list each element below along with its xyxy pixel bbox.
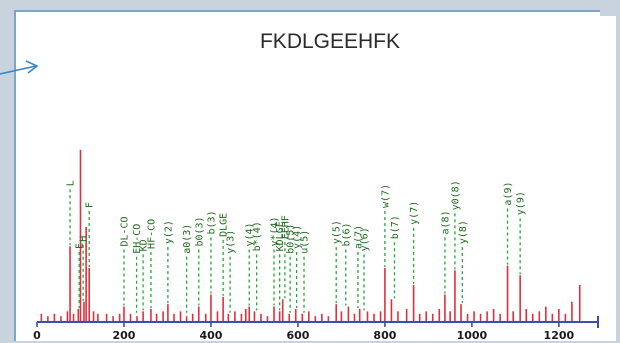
annotation-label-5: EH-CO [132,224,143,254]
annotation-label-6: KD [139,239,150,251]
annotation-label-23: b(6) [341,222,352,246]
annotation-label-3: F [85,202,96,208]
x-axis [37,316,599,328]
annotation-label-17: KDLGE [275,221,286,251]
chart-title: FKDLGEEHFK [260,30,400,53]
annotation-label-25: y(6) [360,227,371,251]
annotation-label-21: u(5) [300,230,311,254]
annotation-label-19: b0(5) [286,224,297,254]
annotation-label-1: E [75,243,86,249]
annotation-label-0: L [66,180,77,186]
x-ticks-group: 0 200 400 600 800 1000 1200 [33,322,575,342]
x-tick-label-4: 800 [373,329,396,342]
annotation-label-14: y(4) [245,222,256,246]
x-tick-label-6: 1200 [544,329,575,342]
annotation-label-31: y(8) [458,220,469,244]
annotation-label-30: y0(8) [450,180,461,210]
x-tick-label-0: 0 [33,329,41,342]
annotation-label-20: y(4) [292,225,303,249]
annotation-label-15: b*(4) [252,221,263,251]
annotation-label-10: b0(3) [194,216,205,246]
annotation-label-8: y(2) [163,220,174,244]
peaks-group [40,149,581,321]
annotation-label-18: EEHF [280,215,291,239]
annotation-label-29: a(8) [440,210,451,234]
annotation-label-4: DL-CO [119,216,130,246]
pointer-arrow-icon [0,60,39,75]
annotation-label-9: a0(3) [182,224,193,254]
annotation-label-12: DLGE [219,213,230,237]
annotation-label-32: a(9) [503,181,514,205]
x-tick-label-1: 200 [112,329,135,342]
annotation-label-11: b(3) [206,210,217,234]
annotation-label-33: y(9) [516,191,527,215]
x-tick-label-5: 1000 [457,329,488,342]
panel-corner [600,0,620,16]
annotation-label-2: H [79,236,90,242]
annotation-label-24: a(7) [353,225,364,249]
annotation-label-26: w(7) [380,184,391,208]
annotation-label-28: y(7) [409,201,420,225]
annotation-label-13: y(3) [226,230,237,254]
x-tick-label-3: 600 [286,329,309,342]
annotation-label-22: y(5) [332,220,343,244]
annotation-label-16: y*(4) [270,216,281,246]
annotation-label-7: HF-CO [146,219,157,249]
x-tick-label-2: 400 [199,329,222,342]
annotation-label-27: b(7) [390,215,401,239]
chart-panel [14,10,616,341]
